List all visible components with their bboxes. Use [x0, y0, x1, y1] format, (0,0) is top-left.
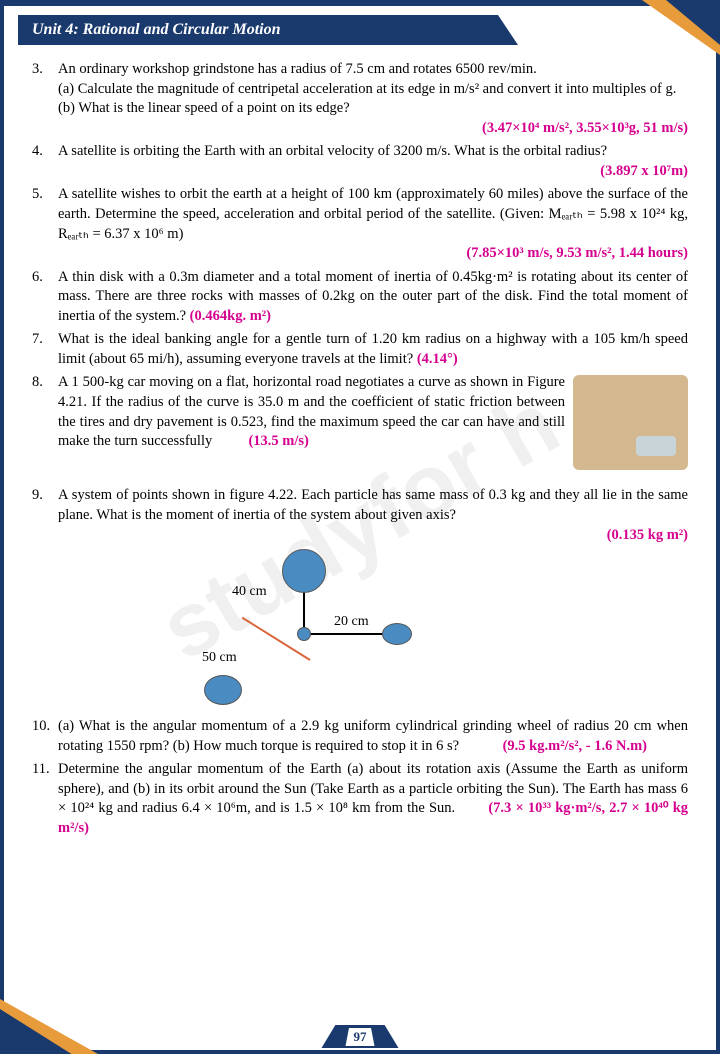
node-right	[382, 623, 412, 645]
node-center	[297, 627, 311, 641]
qnum: 5.	[32, 185, 58, 263]
question-10: 10. (a) What is the angular momentum of …	[32, 717, 688, 756]
q5-answer: (7.85×10³ m/s, 9.53 m/s², 1.44 hours)	[58, 244, 688, 264]
q3-b: (b) What is the linear speed of a point …	[58, 99, 688, 119]
node-bottomleft	[204, 675, 242, 705]
q6-text: A thin disk with a 0.3m diameter and a t…	[58, 269, 688, 324]
question-3: 3. An ordinary workshop grindstone has a…	[32, 60, 688, 138]
q5-text: A satellite wishes to orbit the earth at…	[58, 186, 688, 241]
corner-bottom-decor	[0, 999, 140, 1054]
frame-left	[0, 0, 4, 1054]
q3-text: An ordinary workshop grindstone has a ra…	[58, 60, 688, 80]
q4-answer: (3.897 x 10⁷m)	[600, 162, 688, 182]
node-top	[282, 549, 326, 593]
qnum: 3.	[32, 60, 58, 138]
frame-top	[0, 0, 720, 6]
edge-right	[310, 633, 390, 635]
label-50cm: 50 cm	[202, 649, 237, 668]
page-number-badge: 97	[322, 1025, 399, 1048]
question-6: 6. A thin disk with a 0.3m diameter and …	[32, 268, 688, 327]
qnum: 11.	[32, 760, 58, 838]
qnum: 8.	[32, 373, 58, 474]
q4-text: A satellite is orbiting the Earth with a…	[58, 143, 607, 159]
q9-text: A system of points shown in figure 4.22.…	[58, 487, 688, 523]
question-9: 9. A system of points shown in figure 4.…	[32, 486, 688, 545]
q3-answer: (3.47×10⁴ m/s², 3.55×10³g, 51 m/s)	[58, 119, 688, 139]
question-5: 5. A satellite wishes to orbit the earth…	[32, 185, 688, 263]
qnum: 6.	[32, 268, 58, 327]
q7-text: What is the ideal banking angle for a ge…	[58, 331, 688, 367]
frame-bottom	[0, 1050, 720, 1054]
qnum: 7.	[32, 330, 58, 369]
q10-answer: (9.5 kg.m²/s², - 1.6 N.m)	[503, 738, 647, 754]
content-area: 3. An ordinary workshop grindstone has a…	[32, 60, 688, 843]
unit-header: Unit 4: Rational and Circular Motion	[18, 15, 518, 45]
question-7: 7. What is the ideal banking angle for a…	[32, 330, 688, 369]
q3-a: (a) Calculate the magnitude of centripet…	[58, 80, 688, 100]
qnum: 9.	[32, 486, 58, 545]
page-number: 97	[346, 1028, 375, 1046]
q9-answer: (0.135 kg m²)	[58, 526, 688, 546]
question-11: 11. Determine the angular momentum of th…	[32, 760, 688, 838]
q8-text: A 1 500-kg car moving on a flat, horizon…	[58, 374, 565, 449]
figure-4-22-diagram: 40 cm 20 cm 50 cm	[152, 549, 432, 709]
corner-top-decor	[600, 0, 720, 55]
qnum: 4.	[32, 142, 58, 181]
question-4: 4. A satellite is orbiting the Earth wit…	[32, 142, 688, 181]
frame-right	[716, 0, 720, 1054]
figure-4-21-car-curve	[573, 375, 688, 470]
q8-answer: (13.5 m/s)	[248, 433, 308, 449]
qnum: 10.	[32, 717, 58, 756]
question-8: 8. A 1 500-kg car moving on a flat, hori…	[32, 373, 688, 474]
q7-answer: (4.14°)	[417, 351, 458, 367]
edge-top	[303, 589, 305, 629]
label-20cm: 20 cm	[334, 613, 369, 632]
label-40cm: 40 cm	[232, 583, 267, 602]
q6-answer: (0.464kg. m²)	[190, 308, 271, 324]
